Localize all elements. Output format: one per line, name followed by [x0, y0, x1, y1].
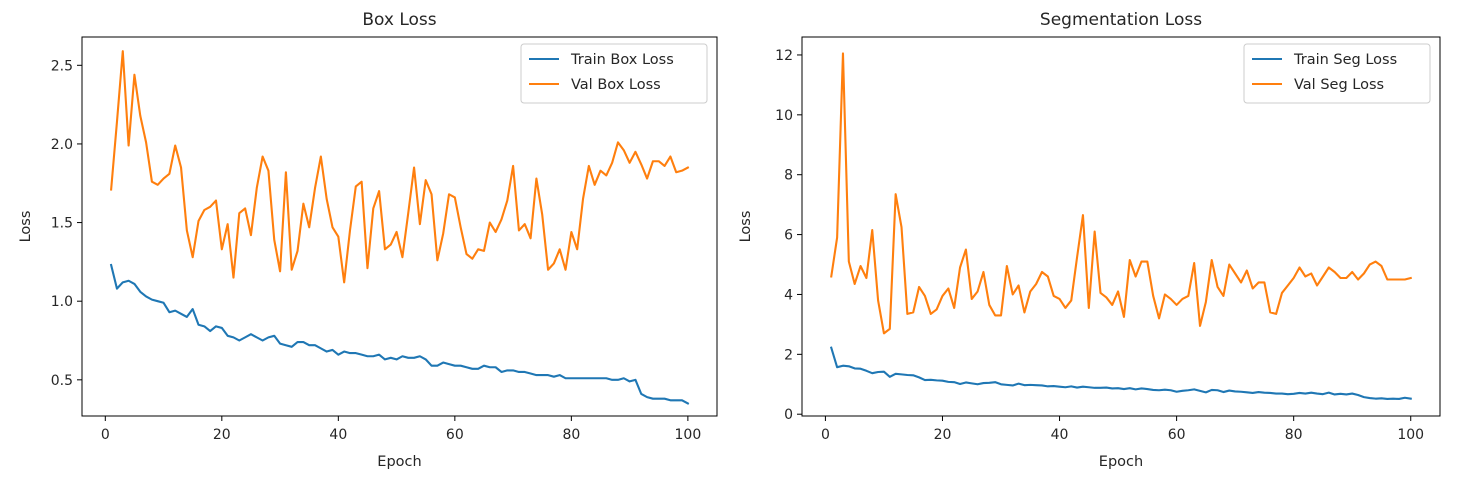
segmentation-loss-chart: 0 20 40 60 80 100 0 2 4 6 8 10 12 Segmentation Loss Ep… — [738, 10, 1441, 470]
y-tick-label: 0 — [784, 407, 793, 423]
y-tick-label: 2.5 — [51, 58, 73, 74]
train-box-loss-line — [109, 263, 690, 405]
x-tick-label: 100 — [1397, 427, 1424, 443]
x-tick-label: 40 — [1051, 427, 1069, 443]
x-tick-label: 100 — [675, 427, 702, 443]
chart-title: Segmentation Loss — [1040, 10, 1202, 30]
x-tick-label: 60 — [1168, 427, 1186, 443]
y-axis-label: Loss — [18, 211, 34, 243]
y-tick-label: 1.0 — [51, 294, 73, 310]
x-axis-label: Epoch — [377, 454, 421, 470]
x-tick-label: 20 — [213, 427, 231, 443]
x-axis-label: Epoch — [1099, 454, 1143, 470]
legend-label-val-box-loss: Val Box Loss — [571, 77, 661, 93]
chart-title: Box Loss — [362, 10, 436, 30]
val-box-loss-line — [109, 50, 690, 284]
legend-box — [520, 43, 708, 104]
x-tick-label: 60 — [446, 427, 464, 443]
x-tick-label: 80 — [562, 427, 580, 443]
x-tick-label: 0 — [101, 427, 110, 443]
legend-label-train-box-loss: Train Box Loss — [570, 52, 674, 68]
y-tick-label: 12 — [775, 48, 793, 64]
plot-frame — [81, 36, 718, 417]
plot-frame — [801, 36, 1441, 417]
x-tick-label: 80 — [1285, 427, 1303, 443]
legend-label-train-seg-loss: Train Seg Loss — [1293, 52, 1397, 68]
train-seg-loss-line — [829, 346, 1412, 400]
y-tick-label: 6 — [784, 228, 793, 244]
x-tick-label: 0 — [821, 427, 830, 443]
legend: Train Seg Loss Val Seg Loss — [1243, 43, 1431, 104]
x-tick-label: 40 — [329, 427, 347, 443]
y-tick-label: 8 — [784, 168, 793, 184]
legend-box — [1243, 43, 1431, 104]
y-tick-label: 1.5 — [51, 216, 73, 232]
y-axis-label: Loss — [738, 211, 754, 243]
legend: Train Box Loss Val Box Loss — [520, 43, 708, 104]
y-tick-label: 2 — [784, 347, 793, 363]
y-tick-label: 2.0 — [51, 137, 73, 153]
y-tick-label: 0.5 — [51, 373, 73, 389]
box-loss-chart: 0 20 40 60 80 100 0.5 1.0 1.5 2.0 2.5 Box Loss Epoch… — [18, 10, 718, 470]
y-tick-label: 10 — [775, 108, 793, 124]
legend-label-val-seg-loss: Val Seg Loss — [1294, 77, 1384, 93]
y-tick-label: 4 — [784, 287, 793, 303]
val-seg-loss-line — [830, 52, 1413, 335]
x-tick-label: 20 — [934, 427, 952, 443]
